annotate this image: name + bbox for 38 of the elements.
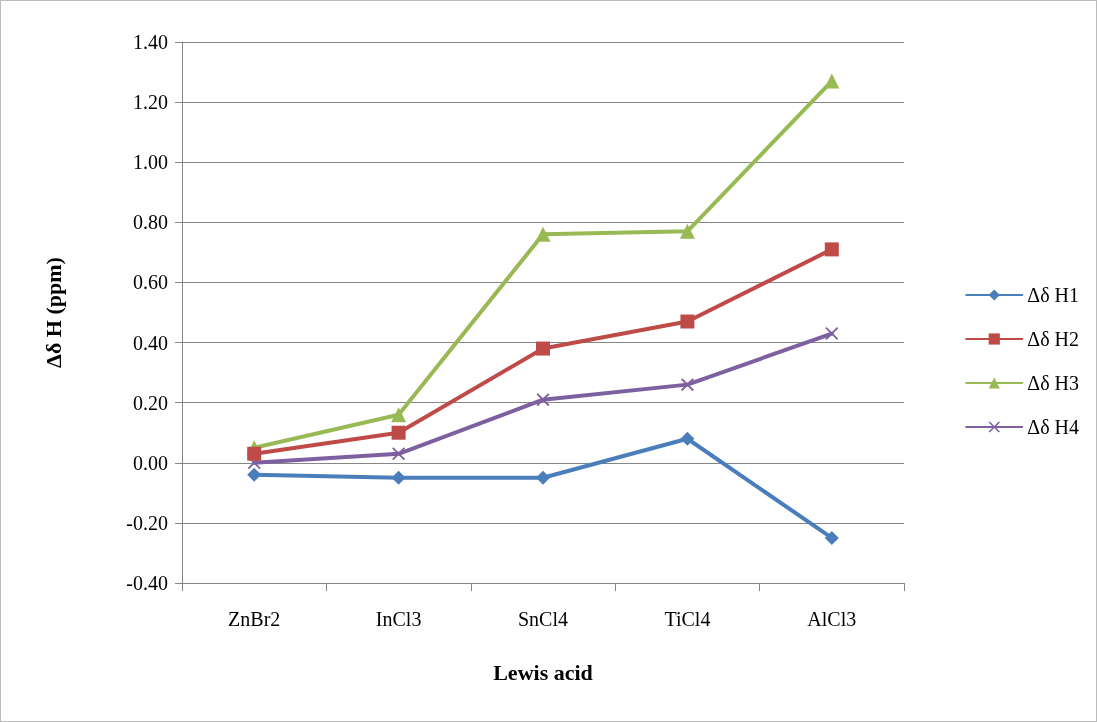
legend-label: Δδ H3 <box>1027 372 1080 394</box>
x-tick-label: AlCl3 <box>807 608 857 630</box>
y-tick-label: 0.80 <box>133 211 168 234</box>
point <box>824 530 839 545</box>
legend-label: Δδ H2 <box>1027 328 1080 350</box>
point <box>536 470 550 485</box>
y-axis-title: Δδ H (ppm) <box>40 257 66 368</box>
point <box>391 425 406 440</box>
point <box>679 223 695 239</box>
point <box>247 467 262 482</box>
point <box>391 407 407 423</box>
y-tick-label: 0.20 <box>133 391 168 414</box>
x-tick-label: ZnBr2 <box>228 608 281 630</box>
point <box>680 378 694 392</box>
x-tick-label: SnCl4 <box>517 608 569 630</box>
point <box>247 446 262 461</box>
point <box>824 242 839 257</box>
y-tick-label: 1.40 <box>133 31 168 53</box>
legend-label: Δδ H1 <box>1027 284 1080 306</box>
x-tick-label: TiCl4 <box>664 608 711 630</box>
point <box>536 341 550 356</box>
point <box>680 314 695 329</box>
x-axis-title: Lewis acid <box>493 659 593 685</box>
point <box>391 470 406 485</box>
point <box>392 447 406 461</box>
y-tick-label: 0.00 <box>133 451 168 474</box>
y-tick-label: 0.40 <box>133 331 168 354</box>
y-tick-label: -0.20 <box>126 511 168 534</box>
point <box>680 431 695 446</box>
point <box>535 226 551 242</box>
point <box>825 327 839 341</box>
y-tick-label: 1.00 <box>133 151 168 174</box>
y-tick-label: 1.20 <box>133 91 168 114</box>
legend-label: Δδ H4 <box>1027 416 1080 438</box>
y-tick-label: -0.40 <box>126 572 168 594</box>
y-tick-label: 0.60 <box>133 271 168 294</box>
point <box>824 73 840 89</box>
x-tick-label: InCl3 <box>375 608 422 630</box>
